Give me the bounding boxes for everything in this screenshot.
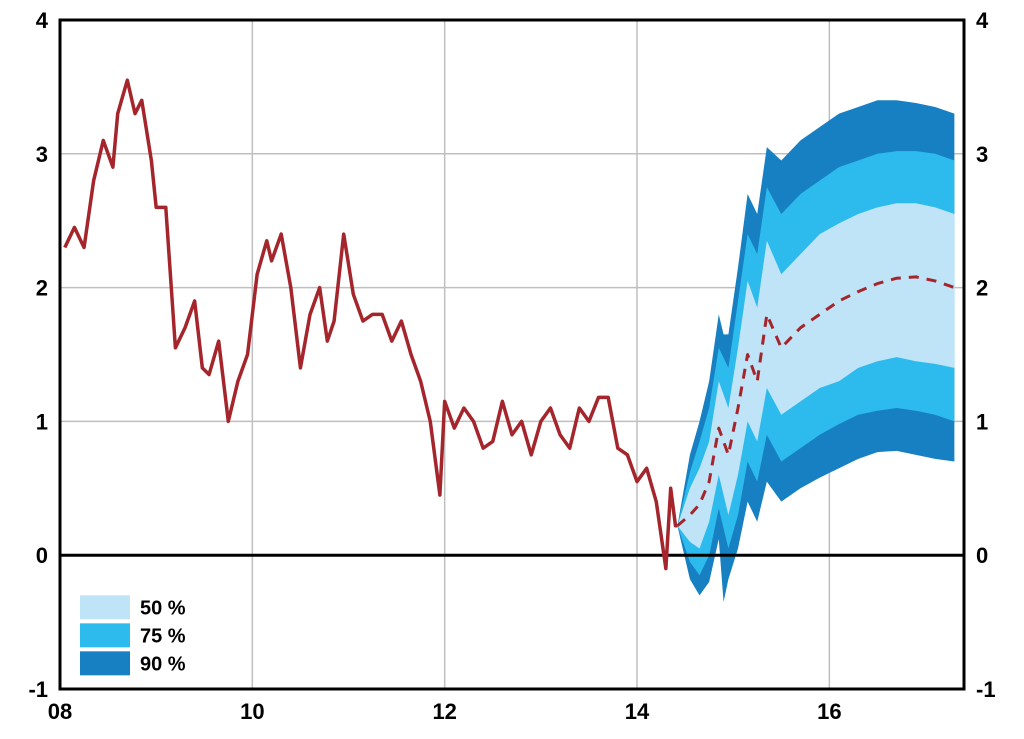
y-tick-label-right: 2 <box>976 276 988 301</box>
fan-chart: 0810121416-1-1001122334450 %75 %90 % <box>0 0 1024 739</box>
y-tick-label-right: -1 <box>976 677 996 702</box>
legend-label: 50 % <box>140 597 186 619</box>
legend-swatch <box>80 623 130 647</box>
y-tick-label-left: 1 <box>36 409 48 434</box>
x-tick-label: 16 <box>817 699 841 724</box>
x-tick-label: 12 <box>432 699 456 724</box>
legend-label: 90 % <box>140 653 186 675</box>
y-tick-label-right: 4 <box>976 8 989 33</box>
y-tick-label-right: 1 <box>976 409 988 434</box>
y-tick-label-left: 3 <box>36 142 48 167</box>
legend-swatch <box>80 595 130 619</box>
y-tick-label-left: 4 <box>36 8 49 33</box>
x-tick-label: 10 <box>240 699 264 724</box>
x-tick-label: 14 <box>625 699 650 724</box>
y-tick-label-right: 3 <box>976 142 988 167</box>
y-tick-label-right: 0 <box>976 543 988 568</box>
y-tick-label-left: 0 <box>36 543 48 568</box>
y-tick-label-left: 2 <box>36 276 48 301</box>
x-tick-label: 08 <box>48 699 72 724</box>
legend-swatch <box>80 651 130 675</box>
y-tick-label-left: -1 <box>28 677 48 702</box>
legend-label: 75 % <box>140 625 186 647</box>
